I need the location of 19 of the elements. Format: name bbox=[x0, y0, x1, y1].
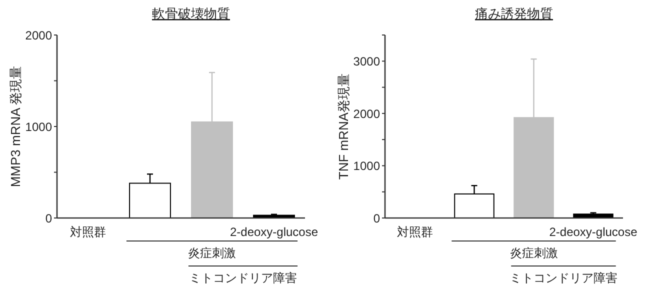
chart-title: 痛み誘発物質 bbox=[475, 6, 553, 21]
x-tick-label: 対照群 bbox=[70, 225, 106, 239]
y-tick-label: 1000 bbox=[353, 159, 380, 174]
y-axis-title: TNF mRNA発現量 bbox=[336, 73, 351, 180]
x-tick-label: 対照群 bbox=[396, 225, 433, 239]
y-axis-title: MMP3 mRNA 発現量 bbox=[8, 66, 23, 188]
x-tick-label: 2-deoxy-glucose bbox=[549, 225, 638, 239]
text: 炎症刺激 bbox=[188, 246, 236, 260]
chart-title: 軟骨破壊物質 bbox=[152, 6, 230, 21]
y-tick-label: 1000 bbox=[25, 120, 52, 134]
y-tick-label: 2000 bbox=[25, 28, 52, 42]
y-tick-label: 0 bbox=[45, 212, 52, 226]
y-tick-label: 0 bbox=[373, 212, 380, 226]
text: 炎症刺激 bbox=[510, 246, 558, 260]
y-tick-label: 3000 bbox=[353, 54, 380, 69]
x-tick-label: 2-deoxy-glucose bbox=[230, 225, 318, 239]
text: ミトコンドリア障害 bbox=[189, 271, 297, 285]
text: ミトコンドリア障害 bbox=[510, 271, 618, 285]
y-tick-label: 2000 bbox=[353, 106, 380, 121]
